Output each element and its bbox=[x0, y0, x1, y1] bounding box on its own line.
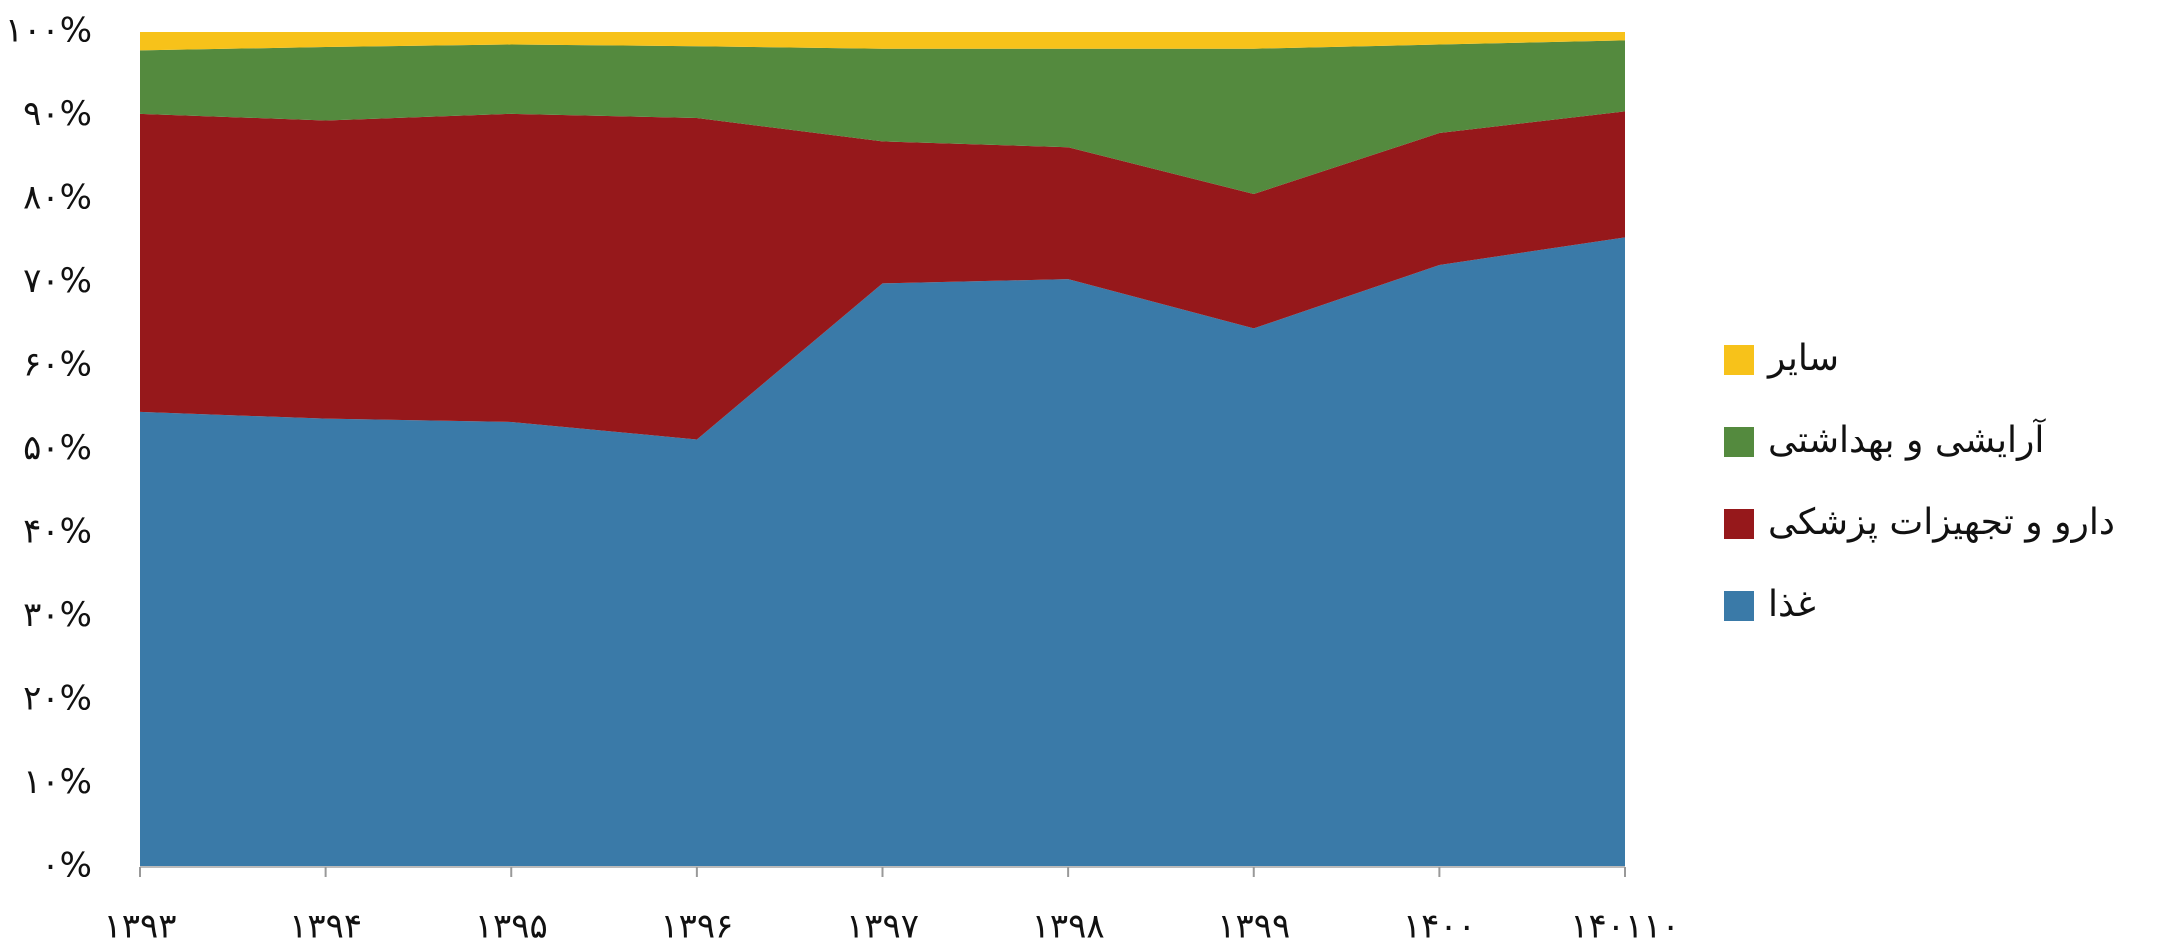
x-tick-label: ۱۳۹۵ bbox=[475, 907, 548, 947]
y-tick-label: ۰% bbox=[41, 846, 92, 886]
y-tick-label: ۴۰% bbox=[23, 512, 92, 552]
legend-swatch bbox=[1724, 427, 1754, 457]
legend-swatch bbox=[1724, 591, 1754, 621]
y-tick-label: ۱۰% bbox=[23, 762, 92, 802]
x-tick-label: ۱۳۹۹ bbox=[1217, 907, 1290, 947]
y-tick-label: ۷۰% bbox=[23, 261, 92, 301]
x-tick-label: ۱۴۰۱۱۰ bbox=[1570, 907, 1680, 947]
y-tick-label: ۳۰% bbox=[23, 595, 92, 635]
legend-label: ساير bbox=[1766, 338, 1839, 379]
legend: ساير آرایشی و بهداشتی دارو و تجهیزات پزشکی… bbox=[1724, 338, 2115, 625]
y-tick-label: ۶۰% bbox=[23, 345, 92, 385]
x-tick-label: ۱۳۹۷ bbox=[846, 907, 919, 947]
y-tick-label: ۹۰% bbox=[23, 94, 92, 134]
legend-label: آرایشی و بهداشتی bbox=[1768, 417, 2046, 461]
x-tick-label: ۱۳۹۸ bbox=[1032, 907, 1105, 947]
y-tick-label: ۱۰۰% bbox=[5, 11, 92, 51]
x-tick-label: ۱۳۹۴ bbox=[289, 907, 362, 947]
y-tick-label: ۲۰% bbox=[23, 679, 92, 719]
chart: ۰% ۱۰% ۲۰% ۳۰% ۴۰% ۵۰% ۶۰% ۷۰% ۸۰% ۹۰% ۱۰۰% ۱۳۹۳ ۱۳۹… bbox=[0, 0, 2176, 950]
legend-label: غذا bbox=[1768, 584, 1816, 625]
legend-label: دارو و تجهیزات پزشکی bbox=[1768, 502, 2115, 543]
y-tick-label: ۸۰% bbox=[23, 178, 92, 218]
x-tick-label: ۱۳۹۶ bbox=[660, 907, 733, 947]
x-tick-label: ۱۴۰۰ bbox=[1403, 907, 1476, 947]
legend-swatch bbox=[1724, 509, 1754, 539]
x-tick-label: ۱۳۹۳ bbox=[103, 907, 176, 947]
y-tick-label: ۵۰% bbox=[23, 428, 92, 468]
legend-swatch bbox=[1724, 345, 1754, 375]
